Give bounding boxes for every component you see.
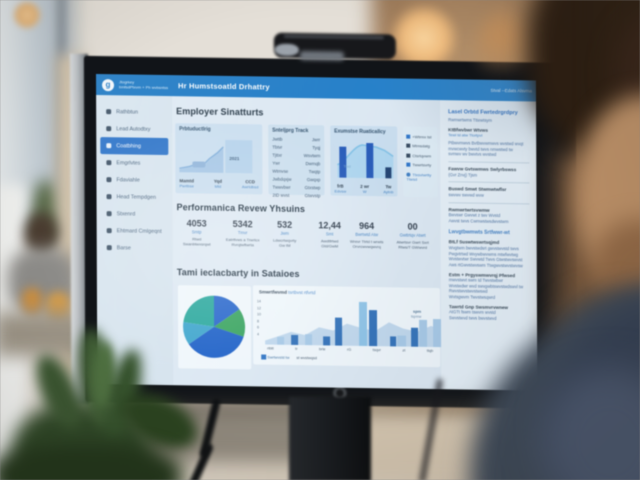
svg-text:spm: spm: [413, 309, 422, 314]
svg-text:tspmw: tspmw: [411, 315, 422, 319]
svg-text:Twd: Twd: [343, 164, 350, 169]
svg-text:2021: 2021: [229, 156, 240, 161]
